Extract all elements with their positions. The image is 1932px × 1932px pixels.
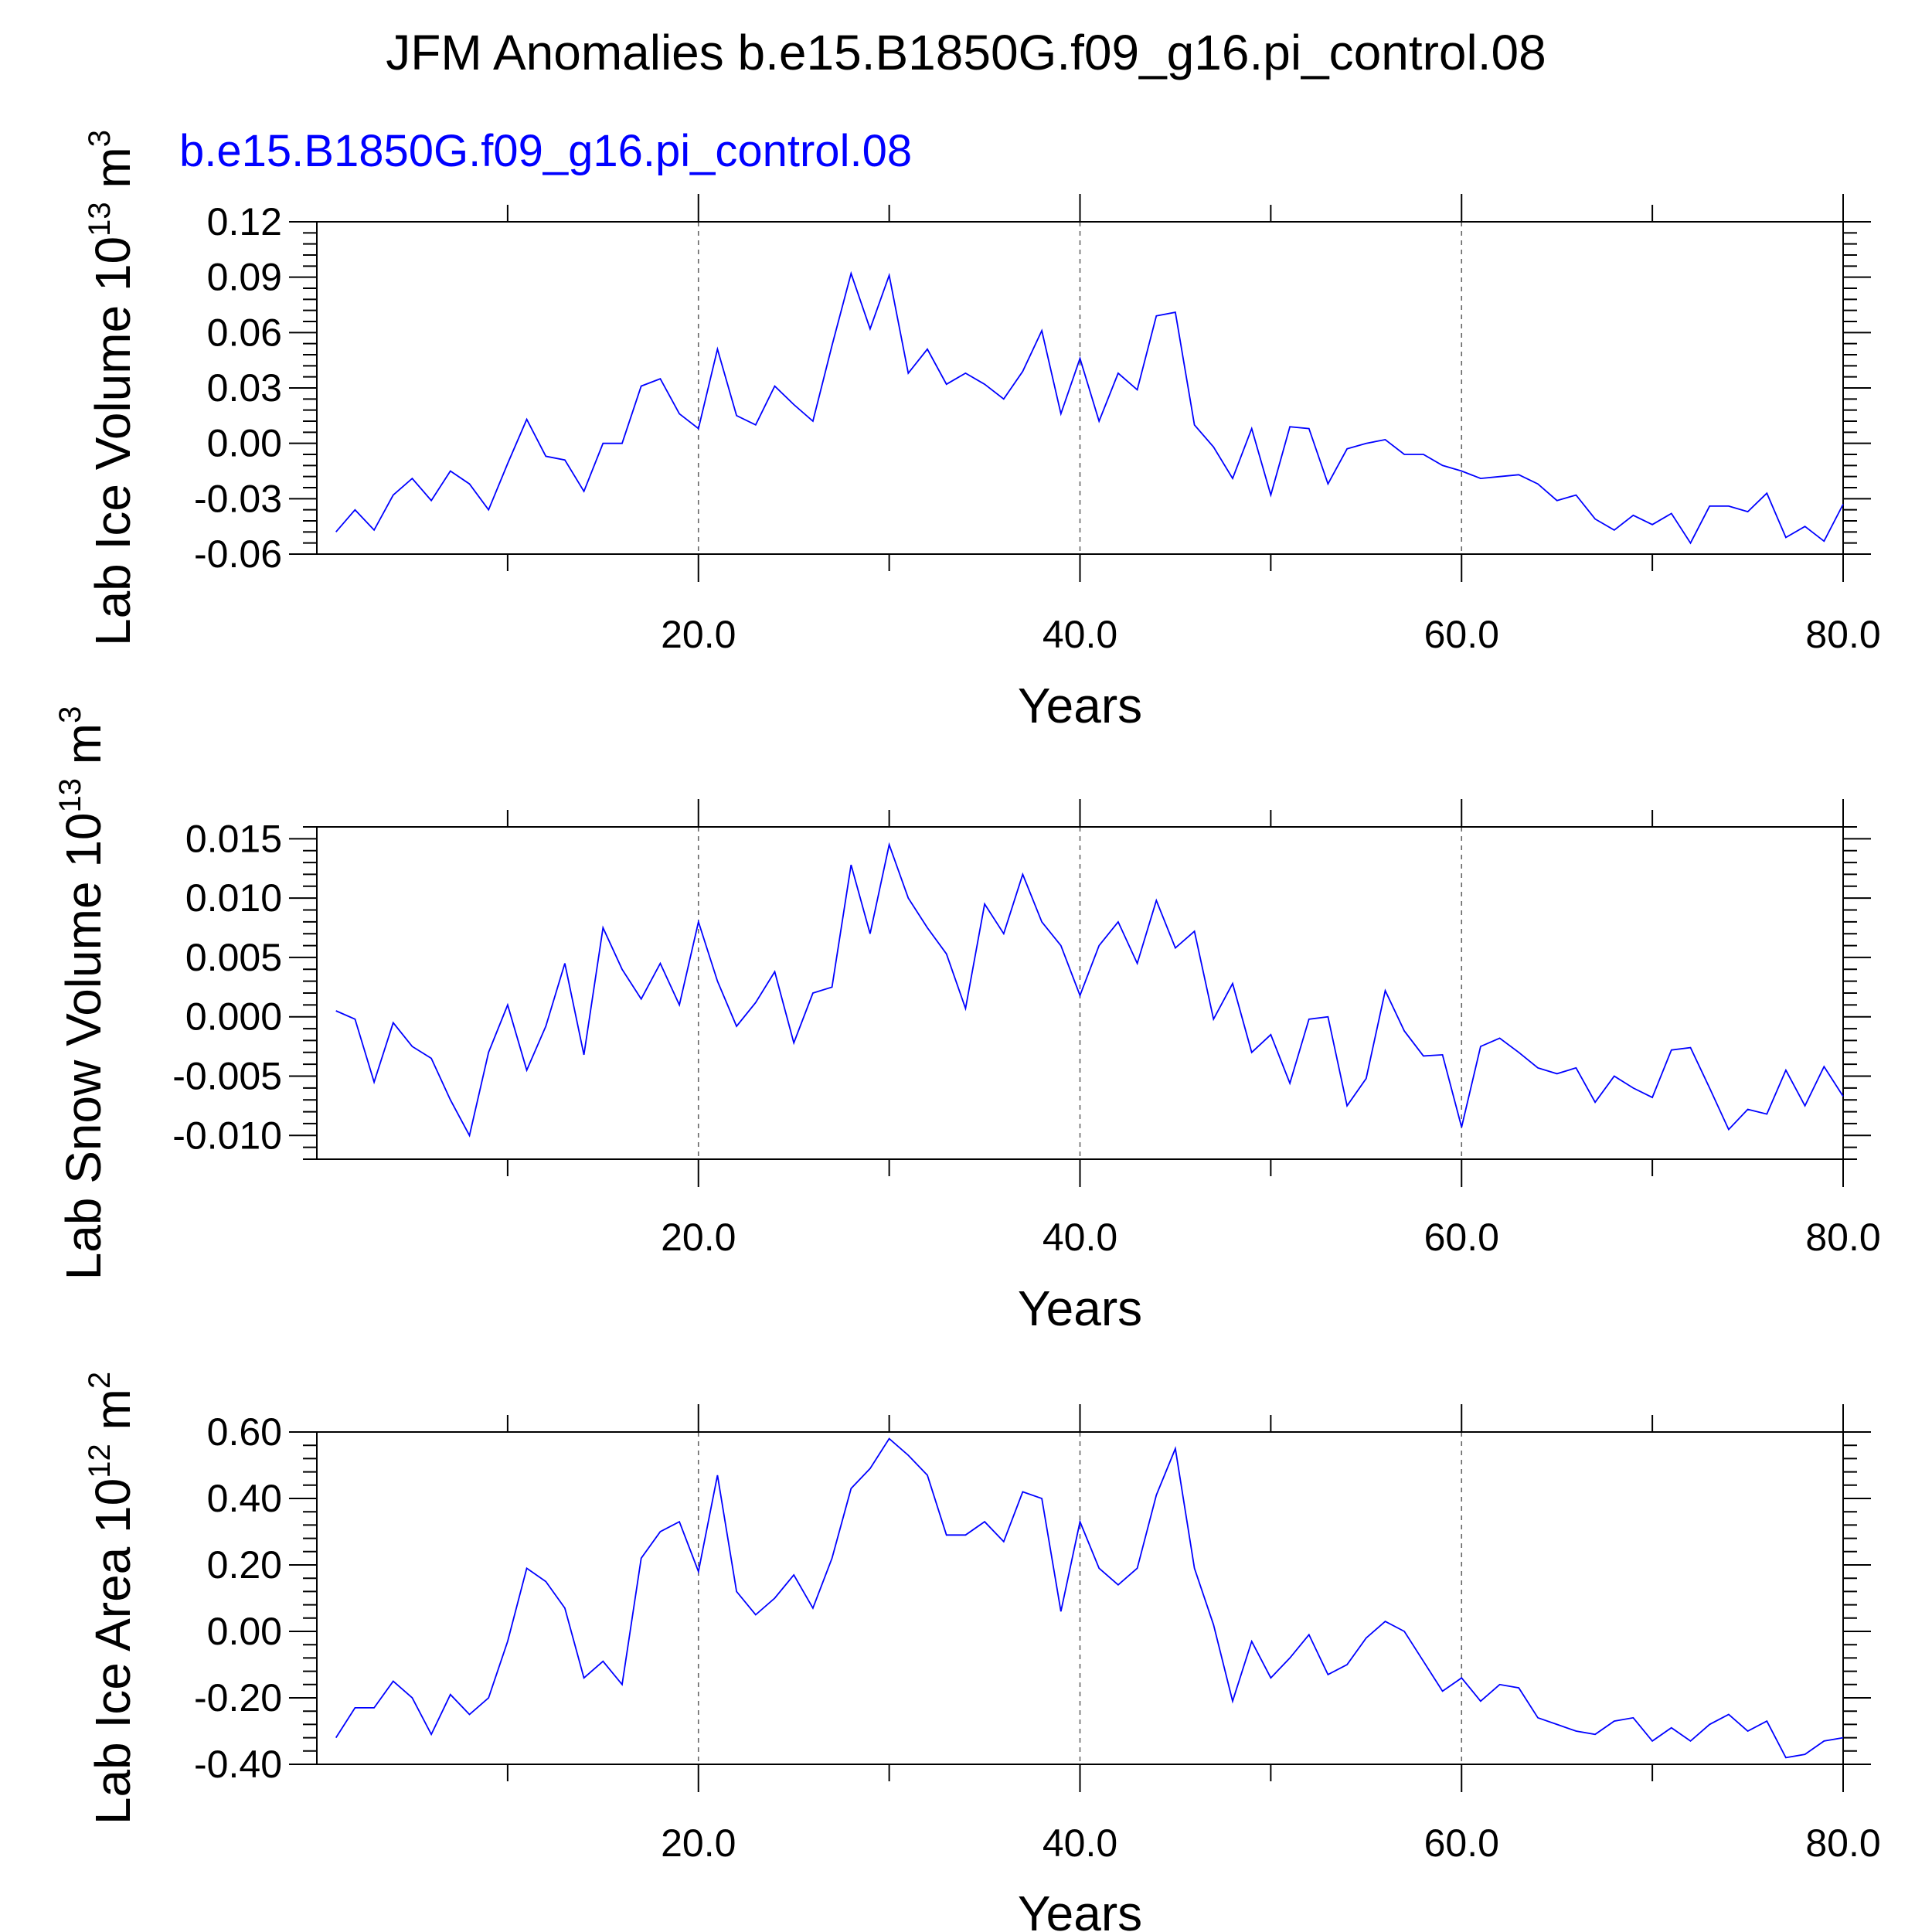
x-axis-label: Years — [1018, 1886, 1142, 1932]
y-tick-label: 0.005 — [185, 936, 282, 979]
y-tick-label: -0.03 — [194, 477, 282, 520]
y-axis-label-text: Lab Ice Volume 10 — [85, 236, 141, 646]
y-axis-label-exponent: 13 — [83, 202, 117, 236]
y-axis-label-text: Lab Snow Volume 10 — [56, 812, 111, 1280]
y-tick-label: -0.010 — [172, 1114, 282, 1157]
y-tick-label: 0.12 — [207, 200, 282, 243]
y-tick-label: 0.20 — [207, 1543, 282, 1587]
chart-subtitle: b.e15.B1850G.f09_g16.pi_control.08 — [179, 126, 912, 176]
y-axis-label-unit: m — [56, 723, 111, 778]
y-tick-label: -0.005 — [172, 1055, 282, 1098]
x-tick-label: 80.0 — [1805, 1216, 1880, 1259]
y-axis-label: Lab Ice Area 1012 m2 — [83, 1372, 141, 1825]
y-tick-label: 0.00 — [207, 1610, 282, 1653]
y-axis-label: Lab Snow Volume 1013 m3 — [53, 706, 111, 1281]
y-axis-label-exponent: 13 — [53, 778, 87, 813]
x-axis-label: Years — [1018, 678, 1142, 733]
chart-title: JFM Anomalies b.e15.B1850G.f09_g16.pi_co… — [386, 25, 1546, 80]
panel-ice-area: 20.0 40.0 60.0 80.0 -0.40 -0.20 0.00 0.20 0.40 0.… — [83, 1372, 1881, 1932]
y-tick-label: 0.40 — [207, 1477, 282, 1520]
y-tick-label: -0.06 — [194, 532, 282, 576]
y-tick-label: 0.010 — [185, 876, 282, 920]
series-line — [335, 1437, 1844, 1759]
x-tick-label: 80.0 — [1805, 1821, 1880, 1865]
series-line — [335, 842, 1844, 1138]
y-tick-label: -0.20 — [194, 1676, 282, 1719]
y-axis-label-power: 2 — [83, 1372, 117, 1389]
y-axis-label: Lab Ice Volume 1013 m3 — [83, 130, 141, 646]
x-tick-label: 80.0 — [1805, 613, 1880, 656]
x-tick-label: 40.0 — [1043, 1216, 1117, 1259]
y-axis-label-power: 3 — [53, 706, 87, 723]
x-tick-label: 60.0 — [1424, 613, 1499, 656]
x-axis-label: Years — [1018, 1281, 1142, 1336]
y-axis-label-unit: m — [85, 1389, 141, 1444]
y-axis-label-exponent: 12 — [83, 1444, 117, 1478]
x-tick-label: 20.0 — [661, 1216, 736, 1259]
y-axis-label-text: Lab Ice Area 10 — [85, 1478, 141, 1825]
y-tick-label: 0.03 — [207, 366, 282, 410]
y-tick-label: -0.40 — [194, 1743, 282, 1786]
x-tick-label: 60.0 — [1424, 1216, 1499, 1259]
x-tick-label: 60.0 — [1424, 1821, 1499, 1865]
x-tick-label: 20.0 — [661, 613, 736, 656]
panel-ice-volume: 20.0 40.0 60.0 80.0 -0.06 -0.03 0.00 0.03 0.06 0.… — [83, 130, 1881, 733]
x-tick-label: 40.0 — [1043, 1821, 1117, 1865]
x-tick-label: 20.0 — [661, 1821, 736, 1865]
x-tick-label: 40.0 — [1043, 613, 1117, 656]
y-tick-label: 0.015 — [185, 817, 282, 860]
y-tick-label: 0.000 — [185, 995, 282, 1039]
y-tick-label: 0.60 — [207, 1410, 282, 1454]
y-axis-label-unit: m — [85, 147, 141, 202]
series-line — [335, 270, 1844, 545]
y-tick-label: 0.06 — [207, 311, 282, 354]
y-tick-label: 0.09 — [207, 256, 282, 299]
y-tick-label: 0.00 — [207, 422, 282, 465]
y-axis-label-power: 3 — [83, 130, 117, 147]
panel-snow-volume: 20.0 40.0 60.0 80.0 -0.010 -0.005 0.000 0.005 0.… — [53, 706, 1881, 1336]
